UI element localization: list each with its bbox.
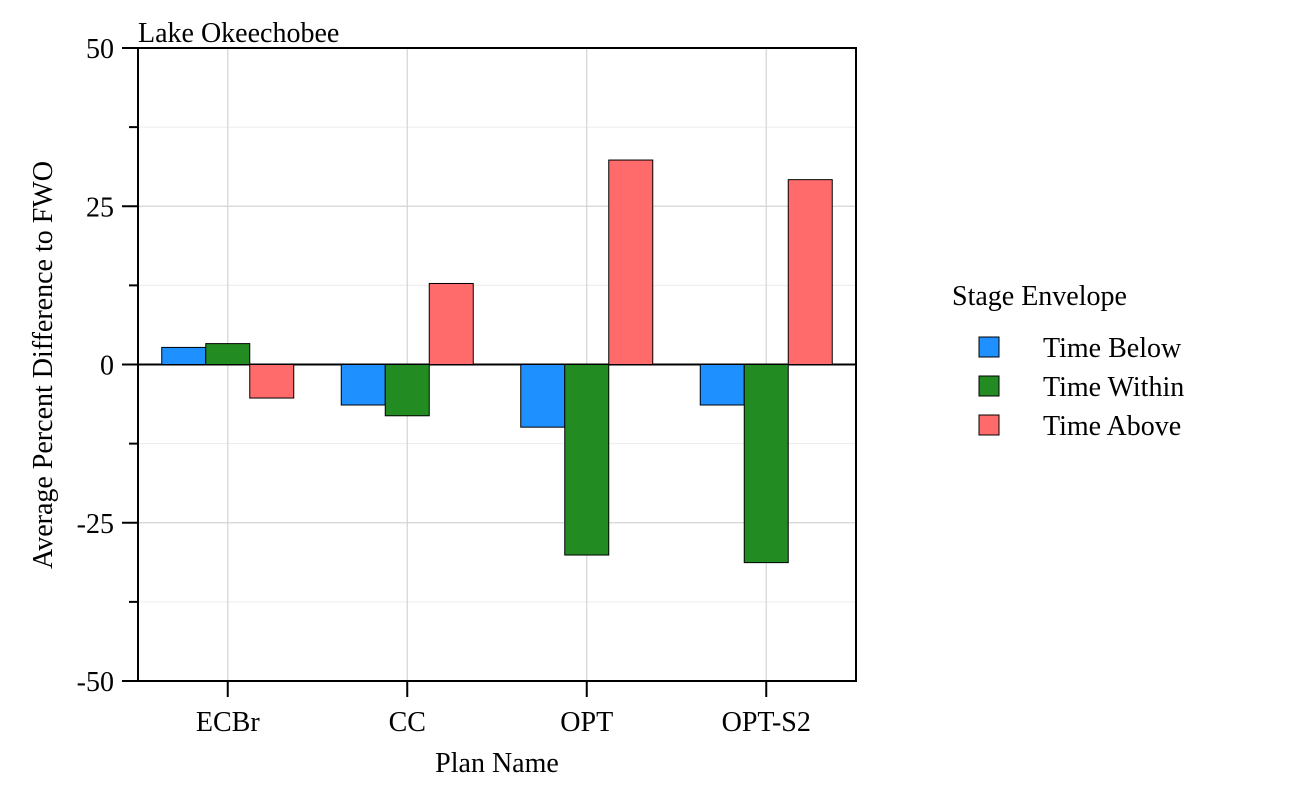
bar-opt-s2-time-above <box>787 179 833 365</box>
bar-opt-s2-time-within <box>743 364 789 564</box>
legend-label: Time Within <box>1043 372 1184 403</box>
bar-ecbr-time-below <box>161 346 207 365</box>
bar-opt-time-above <box>608 159 654 365</box>
y-tick-label: -25 <box>77 509 114 540</box>
bar-cc-time-within <box>384 364 430 417</box>
y-axis-title: Average Percent Difference to FWO <box>28 161 59 569</box>
x-tick-label-cc: CC <box>389 707 426 738</box>
legend-swatch-time-above <box>978 414 1000 436</box>
y-axis: 50 25 0 -25 -50 <box>77 34 138 698</box>
x-axis-title: Plan Name <box>435 748 559 779</box>
x-axis: ECBr CC OPT OPT-S2 <box>196 681 811 738</box>
bar-opt-s2-time-below <box>699 364 745 406</box>
y-tick-label: -50 <box>77 667 114 698</box>
legend-title: Stage Envelope <box>952 281 1127 312</box>
chart-title: Lake Okeechobee <box>138 18 339 49</box>
legend-swatch-time-within <box>978 375 1000 397</box>
legend-swatch-time-below <box>978 336 1000 358</box>
legend-label: Time Below <box>1043 333 1182 364</box>
bar-ecbr-time-within <box>205 343 251 365</box>
y-tick-label: 50 <box>86 34 114 65</box>
bar-cc-time-above <box>428 282 474 366</box>
bars <box>161 159 833 564</box>
legend: Stage Envelope Time Below Time Within Time… <box>952 281 1184 442</box>
bar-opt-time-within <box>564 364 610 556</box>
bar-opt-time-below <box>520 364 566 428</box>
bar-ecbr-time-above <box>249 364 295 399</box>
y-tick-label: 25 <box>86 192 114 223</box>
x-tick-label-opt: OPT <box>560 707 613 738</box>
y-tick-label: 0 <box>100 351 114 382</box>
x-tick-label-ecbr: ECBr <box>196 707 260 738</box>
x-tick-label-opt-s2: OPT-S2 <box>722 707 811 738</box>
legend-label: Time Above <box>1043 411 1181 442</box>
bar-cc-time-below <box>340 364 386 406</box>
